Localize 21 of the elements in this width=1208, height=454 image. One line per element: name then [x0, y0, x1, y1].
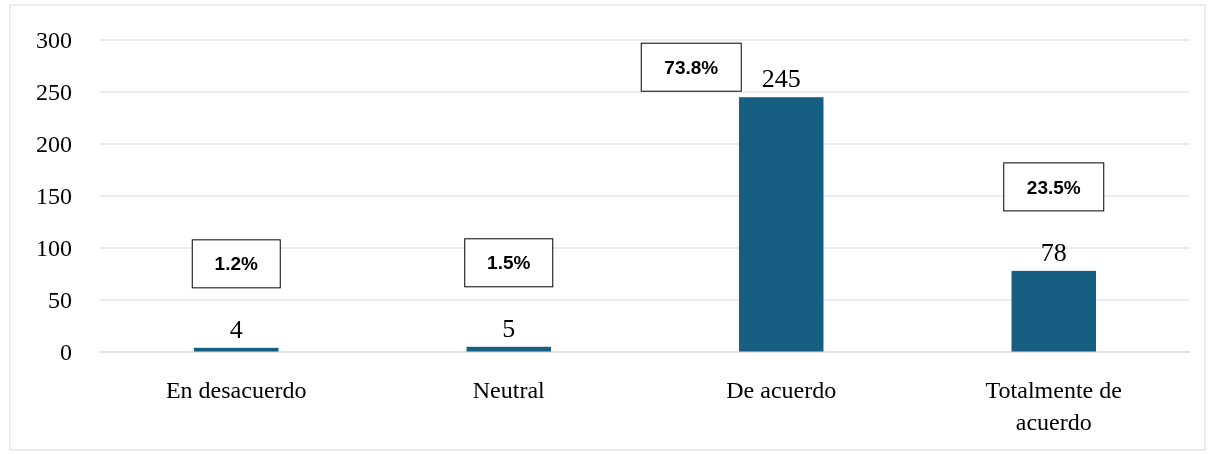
x-tick-label: De acuerdo [726, 377, 837, 403]
annotation: 73.8% [664, 56, 719, 78]
data-label: 5 [502, 313, 516, 343]
y-tick-label: 50 [48, 287, 72, 314]
data-label: 78 [1040, 237, 1067, 267]
y-tick-label: 300 [36, 27, 72, 54]
y-tick-label: 200 [36, 131, 72, 158]
y-tick-label: 150 [36, 183, 72, 210]
x-tick-label: Neutral [472, 377, 546, 403]
bar [1011, 270, 1096, 352]
y-tick-label: 0 [60, 339, 72, 366]
bar [739, 97, 824, 352]
y-tick-label: 250 [36, 79, 72, 106]
y-tick-label: 100 [36, 235, 72, 262]
x-tick-label: En desacuerdo [165, 377, 307, 403]
x-tick-label: Totalmente de acuerdo [985, 377, 1122, 435]
annotation: 1.5% [487, 252, 531, 274]
annotation: 23.5% [1026, 176, 1081, 198]
data-label: 4 [229, 314, 243, 344]
data-label: 245 [761, 64, 801, 94]
annotation: 1.2% [214, 253, 259, 275]
